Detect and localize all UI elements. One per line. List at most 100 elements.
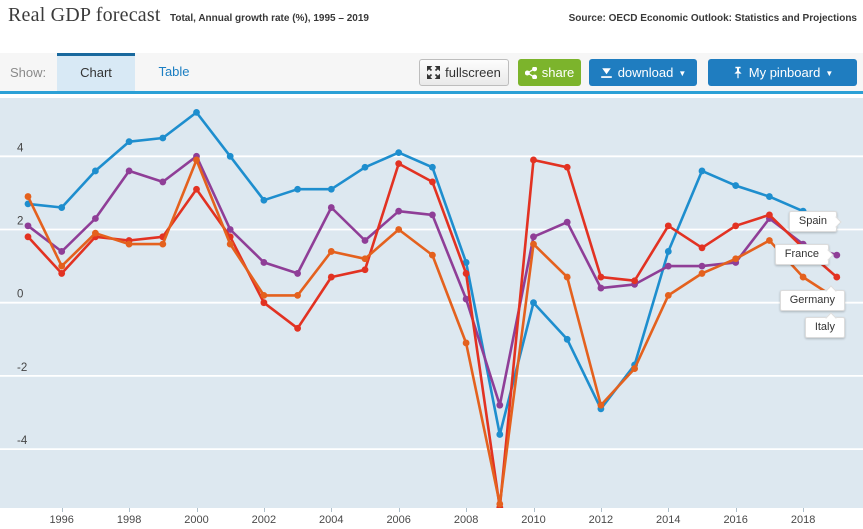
point-france-2001[interactable]: [226, 226, 234, 233]
point-germany-2007[interactable]: [429, 178, 436, 186]
point-germany-2004[interactable]: [327, 273, 335, 281]
point-germany-2011[interactable]: [563, 163, 571, 171]
point-germany-2002[interactable]: [260, 299, 268, 307]
point-germany-2000[interactable]: [193, 185, 200, 193]
line-france[interactable]: [26, 154, 839, 407]
point-italy-2010[interactable]: [530, 240, 537, 248]
point-france-2006[interactable]: [395, 207, 403, 215]
fullscreen-button[interactable]: fullscreen: [419, 59, 509, 86]
point-italy-2000[interactable]: [193, 156, 200, 164]
point-germany-2008[interactable]: [462, 270, 470, 277]
point-germany-2010[interactable]: [530, 156, 537, 164]
line-spain[interactable]: [26, 111, 839, 436]
point-germany-1995[interactable]: [24, 233, 32, 241]
point-italy-1999[interactable]: [159, 240, 167, 248]
point-italy-1996[interactable]: [58, 262, 66, 270]
point-italy-2001[interactable]: [226, 240, 234, 248]
point-spain-2017[interactable]: [766, 193, 773, 200]
point-italy-2002[interactable]: [260, 291, 268, 299]
chart-subtitle: Total, Annual growth rate (%), 1995 – 20…: [170, 13, 369, 24]
point-spain-2011[interactable]: [563, 335, 571, 343]
point-italy-1995[interactable]: [24, 193, 32, 200]
point-spain-1997[interactable]: [92, 167, 99, 175]
download-button[interactable]: download ▼: [589, 59, 697, 86]
x-tick: [331, 508, 333, 512]
point-spain-2005[interactable]: [361, 163, 369, 171]
point-italy-2008[interactable]: [462, 339, 470, 347]
point-spain-2006[interactable]: [395, 149, 403, 157]
point-italy-2014[interactable]: [664, 291, 672, 299]
point-spain-2003[interactable]: [294, 185, 301, 193]
point-spain-2010[interactable]: [530, 299, 537, 307]
tab-chart[interactable]: Chart: [57, 53, 135, 91]
point-france-1995[interactable]: [24, 222, 32, 230]
point-germany-1996[interactable]: [58, 270, 66, 277]
point-france-2007[interactable]: [429, 211, 436, 219]
tab-table[interactable]: Table: [158, 64, 190, 79]
point-spain-2014[interactable]: [664, 248, 672, 255]
x-tick: [61, 508, 63, 512]
point-spain-2009[interactable]: [496, 431, 504, 438]
point-france-1998[interactable]: [125, 167, 133, 175]
point-spain-2000[interactable]: [193, 108, 200, 116]
point-italy-2017[interactable]: [766, 237, 773, 244]
point-spain-2007[interactable]: [429, 163, 436, 171]
point-france-2011[interactable]: [563, 218, 571, 226]
point-spain-1996[interactable]: [58, 204, 66, 211]
page-title: Real GDP forecast: [8, 4, 161, 26]
point-italy-1998[interactable]: [125, 240, 133, 248]
point-germany-2016[interactable]: [732, 222, 740, 230]
point-italy-1997[interactable]: [92, 229, 99, 237]
point-italy-2003[interactable]: [294, 291, 301, 299]
point-spain-2002[interactable]: [260, 196, 268, 204]
point-italy-2013[interactable]: [631, 365, 638, 372]
chart-canvas[interactable]: 4 2 0 -2 -4: [0, 98, 863, 512]
point-italy-2006[interactable]: [395, 226, 403, 233]
point-france-2010[interactable]: [530, 233, 537, 241]
point-spain-2001[interactable]: [226, 152, 234, 160]
point-italy-2018[interactable]: [799, 273, 807, 281]
point-spain-1999[interactable]: [159, 134, 167, 142]
point-france-1999[interactable]: [159, 178, 167, 186]
point-france-2003[interactable]: [294, 270, 301, 277]
point-spain-2016[interactable]: [732, 182, 740, 189]
point-france-2019[interactable]: [833, 251, 841, 259]
point-italy-2007[interactable]: [429, 251, 436, 259]
point-france-2002[interactable]: [260, 259, 268, 266]
point-germany-2005[interactable]: [361, 266, 369, 274]
point-spain-1998[interactable]: [125, 138, 133, 146]
point-italy-2012[interactable]: [597, 401, 605, 409]
point-italy-2004[interactable]: [327, 248, 335, 255]
point-spain-2008[interactable]: [462, 259, 470, 266]
x-tick: [600, 508, 602, 512]
point-italy-2016[interactable]: [732, 255, 740, 263]
point-germany-2013[interactable]: [631, 277, 638, 285]
point-france-2009[interactable]: [496, 401, 504, 409]
point-germany-2006[interactable]: [395, 160, 403, 168]
point-germany-2012[interactable]: [597, 273, 605, 281]
point-france-2005[interactable]: [361, 237, 369, 244]
point-france-2008[interactable]: [462, 295, 470, 303]
point-france-1997[interactable]: [92, 215, 99, 222]
point-germany-2003[interactable]: [294, 324, 301, 332]
point-italy-2009[interactable]: [496, 500, 504, 508]
my-pinboard-button[interactable]: My pinboard ▼: [708, 59, 857, 86]
gdp-line-chart[interactable]: 4 2 0 -2 -4 Spain France Germany Italy: [0, 98, 863, 512]
point-france-2015[interactable]: [698, 262, 706, 270]
point-france-1996[interactable]: [58, 248, 66, 255]
point-germany-2015[interactable]: [698, 244, 706, 252]
x-tick-label: 2000: [184, 514, 209, 526]
show-label: Show:: [10, 65, 47, 80]
point-france-2014[interactable]: [664, 262, 672, 270]
point-germany-2019[interactable]: [833, 273, 841, 281]
share-button[interactable]: share: [518, 59, 581, 86]
point-italy-2005[interactable]: [361, 255, 369, 263]
point-italy-2015[interactable]: [698, 270, 706, 277]
point-spain-2004[interactable]: [327, 185, 335, 193]
point-germany-2017[interactable]: [766, 211, 773, 219]
point-france-2012[interactable]: [597, 284, 605, 292]
point-germany-2014[interactable]: [664, 222, 672, 230]
point-spain-2015[interactable]: [698, 167, 706, 175]
point-italy-2011[interactable]: [563, 273, 571, 281]
point-france-2004[interactable]: [327, 204, 335, 211]
